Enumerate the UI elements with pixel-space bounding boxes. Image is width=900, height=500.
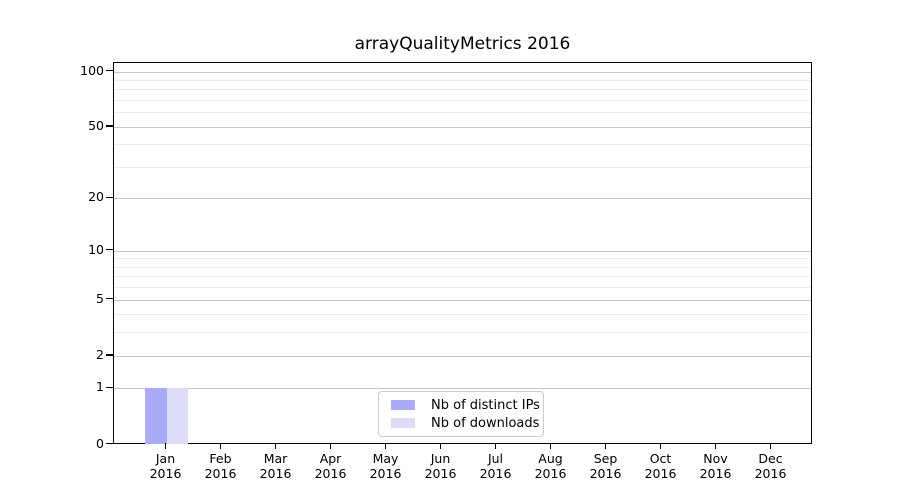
x-tick-year-oct: 2016 bbox=[644, 466, 677, 481]
x-tick-sep bbox=[604, 443, 607, 449]
y-tick-label-2: 2 bbox=[96, 346, 104, 362]
x-tick-nov bbox=[714, 443, 717, 449]
x-tick-mar bbox=[274, 443, 277, 449]
x-tick-month-jan: Jan bbox=[155, 451, 176, 466]
gridline-minor-7 bbox=[114, 276, 811, 278]
y-tick-10 bbox=[106, 248, 113, 251]
x-tick-year-jan: 2016 bbox=[149, 466, 182, 481]
bar-distinct-ips-jan bbox=[145, 388, 167, 445]
gridline-minor-3 bbox=[114, 332, 811, 334]
legend-row-downloads: Nb of downloads bbox=[387, 416, 539, 431]
x-tick-year-may: 2016 bbox=[369, 466, 402, 481]
gridline-minor-9 bbox=[114, 258, 811, 260]
y-tick-label-10: 10 bbox=[88, 241, 104, 257]
x-tick-aug bbox=[549, 443, 552, 449]
x-tick-dec bbox=[769, 443, 772, 449]
y-tick-0 bbox=[106, 442, 113, 445]
x-tick-month-feb: Feb bbox=[209, 451, 232, 466]
gridline-minor-80 bbox=[114, 89, 811, 91]
gridline-major-2 bbox=[114, 355, 811, 357]
y-tick-label-20: 20 bbox=[88, 189, 104, 205]
bar-downloads-jan bbox=[166, 388, 188, 445]
x-tick-jul bbox=[494, 443, 497, 449]
x-tick-month-dec: Dec bbox=[758, 451, 783, 466]
y-tick-label-100: 100 bbox=[80, 62, 104, 78]
x-tick-label-aug: Aug 2016 bbox=[523, 451, 579, 481]
x-tick-month-nov: Nov bbox=[703, 451, 728, 466]
x-tick-feb bbox=[219, 443, 222, 449]
x-tick-may bbox=[384, 443, 387, 449]
x-tick-label-nov: Nov 2016 bbox=[688, 451, 744, 481]
y-tick-50 bbox=[106, 124, 113, 127]
x-tick-jun bbox=[439, 443, 442, 449]
x-tick-year-aug: 2016 bbox=[534, 466, 567, 481]
x-tick-label-dec: Dec 2016 bbox=[743, 451, 799, 481]
x-tick-year-nov: 2016 bbox=[699, 466, 732, 481]
x-tick-label-feb: Feb 2016 bbox=[193, 451, 249, 481]
gridline-minor-30 bbox=[114, 166, 811, 168]
x-tick-label-apr: Apr 2016 bbox=[303, 451, 359, 481]
y-tick-5 bbox=[106, 297, 113, 300]
y-tick-label-5: 5 bbox=[96, 290, 104, 306]
x-tick-label-jul: Jul 2016 bbox=[468, 451, 524, 481]
gridline-minor-8 bbox=[114, 266, 811, 268]
gridline-major-50 bbox=[114, 126, 811, 128]
gridline-minor-70 bbox=[114, 99, 811, 101]
gridline-major-5 bbox=[114, 299, 811, 301]
x-tick-year-sep: 2016 bbox=[589, 466, 622, 481]
chart-title: arrayQualityMetrics 2016 bbox=[354, 34, 571, 54]
legend-swatch-distinct-ips bbox=[391, 400, 415, 410]
x-tick-year-mar: 2016 bbox=[259, 466, 292, 481]
x-tick-month-apr: Apr bbox=[319, 451, 342, 466]
gridline-minor-90 bbox=[114, 79, 811, 81]
y-tick-label-1: 1 bbox=[96, 379, 104, 395]
legend-swatch-downloads bbox=[391, 418, 415, 428]
gridline-major-20 bbox=[114, 198, 811, 200]
x-tick-oct bbox=[659, 443, 662, 449]
x-tick-apr bbox=[329, 443, 332, 449]
y-tick-100 bbox=[106, 69, 113, 72]
gridline-major-10 bbox=[114, 250, 811, 252]
x-tick-label-mar: Mar 2016 bbox=[248, 451, 304, 481]
x-tick-year-dec: 2016 bbox=[754, 466, 787, 481]
legend-label-distinct-ips: Nb of distinct IPs bbox=[431, 397, 540, 413]
x-tick-label-jan: Jan 2016 bbox=[138, 451, 194, 481]
plot-area bbox=[113, 62, 812, 445]
x-tick-month-oct: Oct bbox=[649, 451, 672, 466]
gridline-minor-4 bbox=[114, 314, 811, 316]
y-tick-label-0: 0 bbox=[96, 435, 104, 451]
x-tick-year-jul: 2016 bbox=[479, 466, 512, 481]
legend: Nb of distinct IPs Nb of downloads bbox=[378, 391, 544, 437]
x-tick-month-may: May bbox=[372, 451, 399, 466]
x-tick-label-jun: Jun 2016 bbox=[413, 451, 469, 481]
y-tick-2 bbox=[106, 353, 113, 356]
x-tick-label-may: May 2016 bbox=[358, 451, 414, 481]
gridline-minor-40 bbox=[114, 144, 811, 146]
y-tick-20 bbox=[106, 196, 113, 199]
legend-label-downloads: Nb of downloads bbox=[431, 415, 540, 431]
gridline-major-100 bbox=[114, 71, 811, 73]
y-tick-label-50: 50 bbox=[88, 117, 104, 133]
x-tick-year-feb: 2016 bbox=[204, 466, 237, 481]
x-tick-label-sep: Sep 2016 bbox=[578, 451, 634, 481]
x-tick-month-aug: Aug bbox=[538, 451, 563, 466]
x-tick-month-jul: Jul bbox=[487, 451, 504, 466]
gridline-minor-6 bbox=[114, 287, 811, 289]
x-tick-year-jun: 2016 bbox=[424, 466, 457, 481]
legend-row-distinct-ips: Nb of distinct IPs bbox=[387, 398, 540, 413]
gridline-major-1 bbox=[114, 388, 811, 390]
x-tick-label-oct: Oct 2016 bbox=[633, 451, 689, 481]
x-tick-month-jun: Jun bbox=[430, 451, 451, 466]
x-tick-jan bbox=[164, 443, 167, 449]
gridline-minor-60 bbox=[114, 112, 811, 114]
x-tick-month-mar: Mar bbox=[263, 451, 288, 466]
x-tick-month-sep: Sep bbox=[593, 451, 618, 466]
x-tick-year-apr: 2016 bbox=[314, 466, 347, 481]
y-tick-1 bbox=[106, 386, 113, 389]
